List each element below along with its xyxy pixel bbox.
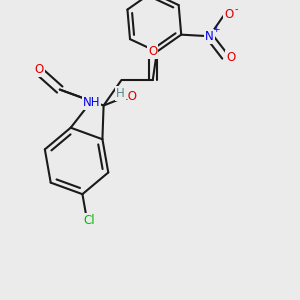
Text: +: + [212,25,220,34]
Text: .O: .O [125,90,138,103]
Text: N: N [205,30,214,43]
Text: O: O [34,63,44,76]
Text: -: - [235,4,238,14]
Text: Cl: Cl [83,214,95,227]
Text: H: H [116,87,125,100]
Text: O: O [224,8,234,22]
Text: O: O [226,51,235,64]
Text: O: O [148,45,158,58]
Text: NH: NH [83,96,100,109]
